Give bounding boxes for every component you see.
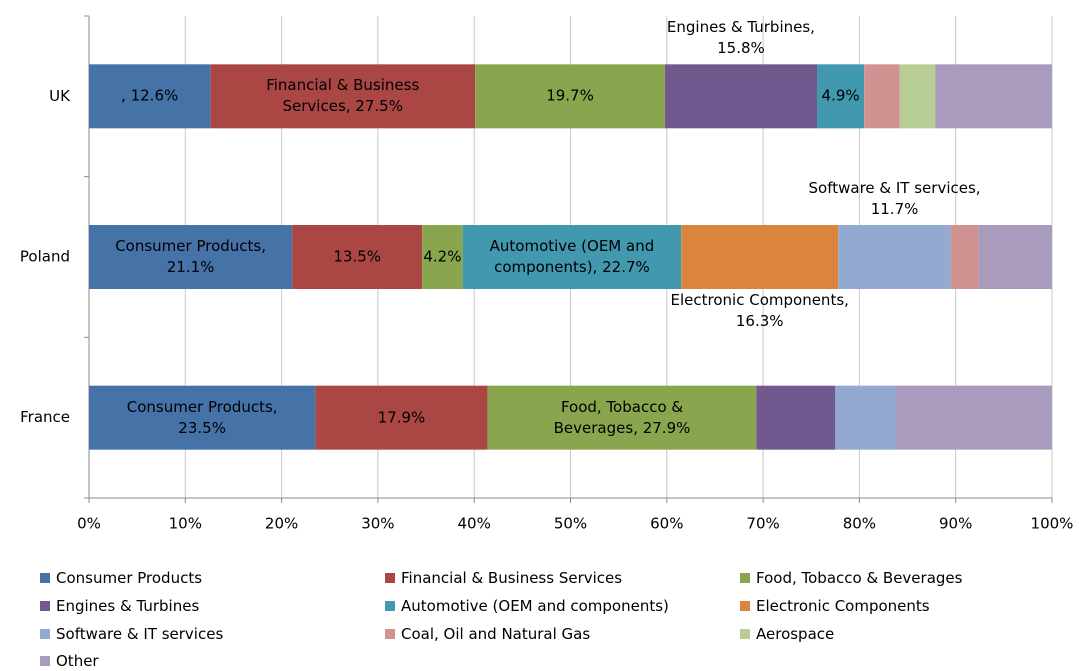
x-tick-label: 100% bbox=[1031, 515, 1074, 533]
bar-segment bbox=[838, 225, 951, 289]
data-label: 17.9% bbox=[377, 408, 426, 427]
legend-swatch bbox=[740, 600, 750, 611]
data-label: Financial & Business Services, 27.5% bbox=[266, 76, 420, 116]
legend-label: Coal, Oil and Natural Gas bbox=[401, 624, 591, 643]
legend-label: Financial & Business Services bbox=[401, 569, 623, 587]
bar-segment bbox=[292, 225, 423, 289]
legend-label: Consumer Products bbox=[56, 569, 203, 587]
legend-swatch bbox=[40, 628, 50, 639]
legend-item: Consumer Products bbox=[40, 569, 202, 587]
legend-swatch bbox=[385, 573, 395, 583]
bar-segment bbox=[475, 64, 665, 129]
bar-segment bbox=[899, 64, 936, 129]
legend-label: Engines & Turbines bbox=[56, 596, 200, 615]
legend-swatch bbox=[385, 628, 395, 639]
bar-segment bbox=[664, 64, 818, 129]
bar-segment bbox=[950, 225, 979, 289]
data-label: 19.7% bbox=[546, 86, 594, 105]
x-tick-label: 30% bbox=[361, 515, 394, 533]
bar-segment bbox=[487, 385, 757, 450]
legend-label: Software & IT services bbox=[56, 624, 224, 643]
bar-segment bbox=[315, 385, 488, 450]
bar-segment bbox=[681, 225, 839, 289]
x-tick-label: 70% bbox=[746, 515, 779, 533]
bar-segment bbox=[89, 385, 316, 450]
data-label: Software & IT services, 11.7% bbox=[808, 179, 981, 218]
bar-segment bbox=[756, 385, 836, 450]
legend-item: Coal, Oil and Natural Gas bbox=[385, 625, 590, 643]
y-tick-label: UK bbox=[49, 87, 71, 105]
legend-swatch bbox=[40, 600, 50, 611]
legend-item: Food, Tobacco & Beverages bbox=[740, 569, 962, 587]
legend-item: Electronic Components bbox=[740, 597, 930, 615]
legend-item: Engines & Turbines bbox=[40, 597, 199, 615]
legend-swatch bbox=[40, 656, 50, 667]
data-label: Consumer Products, 23.5% bbox=[126, 397, 278, 437]
bar-segment bbox=[89, 64, 211, 129]
y-tick-label: France bbox=[20, 408, 70, 426]
legend-item: Aerospace bbox=[740, 625, 834, 643]
legend-item: Software & IT services bbox=[40, 625, 223, 643]
legend-item: Financial & Business Services bbox=[385, 569, 622, 587]
bar-segment bbox=[462, 225, 682, 289]
x-tick-label: 60% bbox=[650, 515, 683, 533]
bar-segment bbox=[835, 385, 896, 450]
legend-label: Food, Tobacco & Beverages bbox=[756, 569, 963, 587]
bar-segment bbox=[89, 225, 293, 289]
bar-segment bbox=[895, 385, 1052, 450]
legend-label: Aerospace bbox=[756, 624, 835, 643]
data-label: Automotive (OEM and components), 22.7% bbox=[489, 237, 655, 276]
legend-swatch bbox=[40, 573, 50, 583]
data-label: 13.5% bbox=[333, 247, 382, 266]
x-tick-label: 80% bbox=[843, 515, 876, 533]
data-label: Electronic Components, 16.3% bbox=[670, 291, 849, 330]
y-tick-label: Poland bbox=[20, 248, 70, 266]
data-label: Food, Tobacco & Beverages, 27.9% bbox=[553, 397, 691, 437]
x-tick-label: 90% bbox=[939, 515, 972, 533]
legend-swatch bbox=[740, 573, 750, 583]
legend-swatch bbox=[385, 600, 395, 611]
bar-segment bbox=[978, 225, 1052, 289]
data-label: Engines & Turbines, 15.8% bbox=[666, 18, 815, 58]
data-label: Consumer Products, 21.1% bbox=[115, 237, 266, 276]
x-tick-label: 20% bbox=[265, 515, 298, 533]
bar-segment bbox=[817, 64, 865, 129]
legend-label: Electronic Components bbox=[756, 596, 930, 615]
bar-segment bbox=[864, 64, 900, 129]
x-tick-label: 40% bbox=[458, 515, 491, 533]
bar-segment bbox=[422, 225, 463, 289]
legend-item: Automotive (OEM and components) bbox=[385, 597, 669, 615]
legend-label: Other bbox=[56, 652, 99, 671]
bar-segment bbox=[210, 64, 476, 129]
x-tick-label: 10% bbox=[169, 515, 202, 533]
legend-label: Automotive (OEM and components) bbox=[401, 596, 669, 615]
legend-swatch bbox=[740, 628, 750, 639]
data-label: 4.9% bbox=[821, 86, 860, 105]
data-label: , 12.6% bbox=[121, 86, 179, 105]
data-label: 4.2% bbox=[423, 247, 462, 266]
bar-segment bbox=[935, 64, 1052, 129]
x-tick-label: 50% bbox=[554, 515, 587, 533]
x-tick-label: 0% bbox=[77, 515, 101, 533]
legend-item: Other bbox=[40, 652, 99, 670]
